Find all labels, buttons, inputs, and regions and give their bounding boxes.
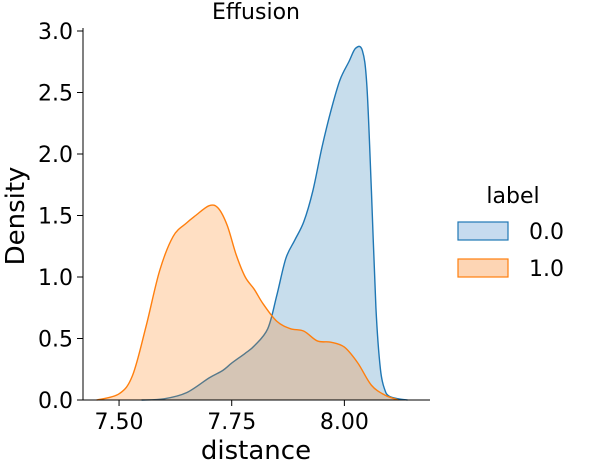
x-axis-title: distance xyxy=(201,436,311,466)
y-tick-label: 0.5 xyxy=(38,328,73,353)
legend-swatch-1.0 xyxy=(457,258,509,278)
legend: label 0.01.0 xyxy=(457,184,564,282)
y-tick-label: 1.5 xyxy=(38,205,73,230)
y-tick-label: 0.0 xyxy=(38,389,73,414)
y-tick-label: 3.0 xyxy=(38,20,73,45)
density-line-0.0 xyxy=(141,45,408,401)
x-tick-label: 8.00 xyxy=(320,410,369,435)
y-tick-label: 2.5 xyxy=(38,82,73,107)
ticks-layer: 7.50 7.75 8.00 0.0 0.5 1.0 1.5 2.0 2.5 3.0 xyxy=(38,20,369,435)
legend-label-1.0: 1.0 xyxy=(529,257,564,282)
y-tick-label: 2.0 xyxy=(38,143,73,168)
series-layer xyxy=(96,45,408,401)
legend-label-0.0: 0.0 xyxy=(529,220,564,245)
x-tick-label: 7.75 xyxy=(207,410,256,435)
legend-title: label xyxy=(486,184,539,209)
legend-items: 0.01.0 xyxy=(457,220,564,282)
chart-title: Effusion xyxy=(212,0,300,25)
legend-swatch-0.0 xyxy=(457,221,509,241)
y-axis-title: Density xyxy=(1,167,31,266)
x-tick-label: 7.50 xyxy=(95,410,144,435)
density-area-0.0 xyxy=(141,46,408,401)
density-area-1.0 xyxy=(96,205,399,400)
y-tick-label: 1.0 xyxy=(38,266,73,291)
density-line-1.0 xyxy=(96,204,399,401)
